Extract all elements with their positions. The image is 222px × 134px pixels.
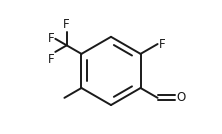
Text: O: O [176, 91, 186, 104]
Text: F: F [159, 38, 166, 51]
Text: F: F [47, 32, 54, 45]
Text: F: F [47, 53, 54, 66]
Text: F: F [63, 18, 70, 31]
